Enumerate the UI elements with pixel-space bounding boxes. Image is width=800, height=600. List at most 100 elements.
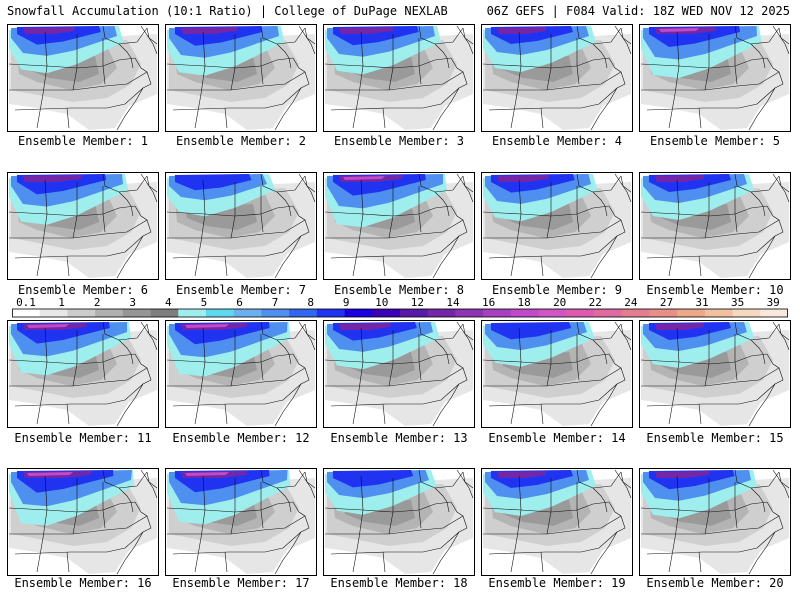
snowfall-map: [481, 172, 633, 280]
ensemble-member-label: Ensemble Member: 13: [330, 431, 468, 445]
ensemble-member-map: [639, 24, 791, 132]
colorbar-swatch: [316, 309, 345, 317]
colorbar-tick-label: 27: [660, 296, 673, 309]
ensemble-member-label: Ensemble Member: 5: [649, 134, 781, 148]
colorbar-tick-label: 0.1: [16, 296, 36, 309]
ensemble-member-map: [7, 468, 159, 576]
colorbar-swatch: [455, 309, 484, 317]
snowfall-map: [165, 320, 317, 428]
snowfall-map: [639, 468, 791, 576]
colorbar-tick-label: 24: [624, 296, 638, 309]
colorbar-swatch: [372, 309, 401, 317]
colorbar-swatch: [67, 309, 96, 317]
colorbar-swatch: [677, 309, 706, 317]
colorbar-swatch: [649, 309, 678, 317]
snowfall-colorbar: 0.1 1 2 3 4 5 6 7 8 9 10 12 14 16 18 20 22 24 27 31 35 39: [12, 296, 788, 318]
colorbar-tick-label: 35: [731, 296, 744, 309]
ensemble-member-label: Ensemble Member: 15: [646, 431, 784, 445]
colorbar-tick-label: 6: [236, 296, 243, 309]
colorbar-swatch: [289, 309, 318, 317]
colorbar-tick-label: 31: [695, 296, 708, 309]
snowfall-map: [639, 320, 791, 428]
colorbar-tick-label: 8: [307, 296, 314, 309]
colorbar-tick-label: 2: [94, 296, 101, 309]
snowfall-map: [323, 24, 475, 132]
ensemble-member-label: Ensemble Member: 6: [17, 283, 149, 297]
ensemble-member-map: [323, 24, 475, 132]
colorbar-tick-label: 22: [589, 296, 602, 309]
header-title: Snowfall Accumulation (10:1 Ratio) | Col…: [7, 4, 448, 18]
header-valid-time: 06Z GEFS | F084 Valid: 18Z WED NOV 12 20…: [486, 4, 790, 18]
ensemble-member-map: [639, 172, 791, 280]
colorbar-swatch: [150, 309, 179, 317]
ensemble-member-label: Ensemble Member: 2: [175, 134, 307, 148]
colorbar-swatch: [39, 309, 68, 317]
ensemble-member-label: Ensemble Member: 11: [14, 431, 152, 445]
ensemble-member-label: Ensemble Member: 7: [175, 283, 307, 297]
colorbar-tick-label: 5: [201, 296, 208, 309]
colorbar-swatch: [344, 309, 373, 317]
ensemble-member-label: Ensemble Member: 3: [333, 134, 465, 148]
ensemble-member-map: [7, 172, 159, 280]
colorbar-swatch: [206, 309, 235, 317]
snowfall-map: [7, 468, 159, 576]
ensemble-member-map: [165, 172, 317, 280]
colorbar-swatch: [760, 309, 788, 317]
colorbar-tick-label: 12: [411, 296, 424, 309]
ensemble-member-label: Ensemble Member: 4: [491, 134, 623, 148]
ensemble-member-label: Ensemble Member: 9: [491, 283, 623, 297]
snowfall-map: [481, 320, 633, 428]
colorbar-swatch: [233, 309, 262, 317]
colorbar-tick-label: 14: [446, 296, 460, 309]
ensemble-member-label: Ensemble Member: 17: [172, 576, 310, 590]
colorbar-swatch: [95, 309, 124, 317]
snowfall-map: [165, 172, 317, 280]
ensemble-member-map: [639, 320, 791, 428]
ensemble-member-map: [481, 24, 633, 132]
ensemble-member-map: [323, 172, 475, 280]
snowfall-map: [165, 24, 317, 132]
colorbar-swatch: [261, 309, 290, 317]
colorbar-swatch: [178, 309, 207, 317]
colorbar-tick-label: 20: [553, 296, 566, 309]
ensemble-member-map: [323, 320, 475, 428]
snowfall-map: [7, 24, 159, 132]
colorbar-swatch: [594, 309, 623, 317]
ensemble-member-map: [7, 24, 159, 132]
snowfall-map: [7, 320, 159, 428]
colorbar-tick-label: 39: [767, 296, 780, 309]
colorbar-swatch: [12, 309, 41, 317]
snowfall-map: [481, 468, 633, 576]
ensemble-member-label: Ensemble Member: 12: [172, 431, 310, 445]
colorbar-swatch: [566, 309, 595, 317]
colorbar-tick-label: 9: [343, 296, 350, 309]
ensemble-member-label: Ensemble Member: 19: [488, 576, 626, 590]
colorbar-tick-label: 10: [375, 296, 388, 309]
ensemble-member-map: [7, 320, 159, 428]
colorbar-swatch: [538, 309, 567, 317]
snowfall-map: [639, 24, 791, 132]
colorbar-tick-label: 4: [165, 296, 172, 309]
ensemble-member-map: [323, 468, 475, 576]
snowfall-map: [165, 468, 317, 576]
ensemble-member-map: [481, 320, 633, 428]
snowfall-map: [323, 172, 475, 280]
colorbar-swatch: [427, 309, 456, 317]
ensemble-member-map: [165, 24, 317, 132]
colorbar-tick-label: 7: [272, 296, 279, 309]
ensemble-member-map: [481, 172, 633, 280]
ensemble-member-map: [165, 320, 317, 428]
colorbar-swatch: [621, 309, 650, 317]
snowfall-map: [323, 320, 475, 428]
ensemble-member-label: Ensemble Member: 10: [646, 283, 784, 297]
ensemble-member-label: Ensemble Member: 18: [330, 576, 468, 590]
snowfall-map: [7, 172, 159, 280]
colorbar-tick-label: 1: [58, 296, 65, 309]
ensemble-member-label: Ensemble Member: 16: [14, 576, 152, 590]
colorbar-tick-label: 18: [517, 296, 530, 309]
ensemble-member-label: Ensemble Member: 8: [333, 283, 465, 297]
ensemble-member-label: Ensemble Member: 20: [646, 576, 784, 590]
colorbar-tick-label: 3: [129, 296, 136, 309]
colorbar-swatch: [704, 309, 733, 317]
snowfall-map: [639, 172, 791, 280]
